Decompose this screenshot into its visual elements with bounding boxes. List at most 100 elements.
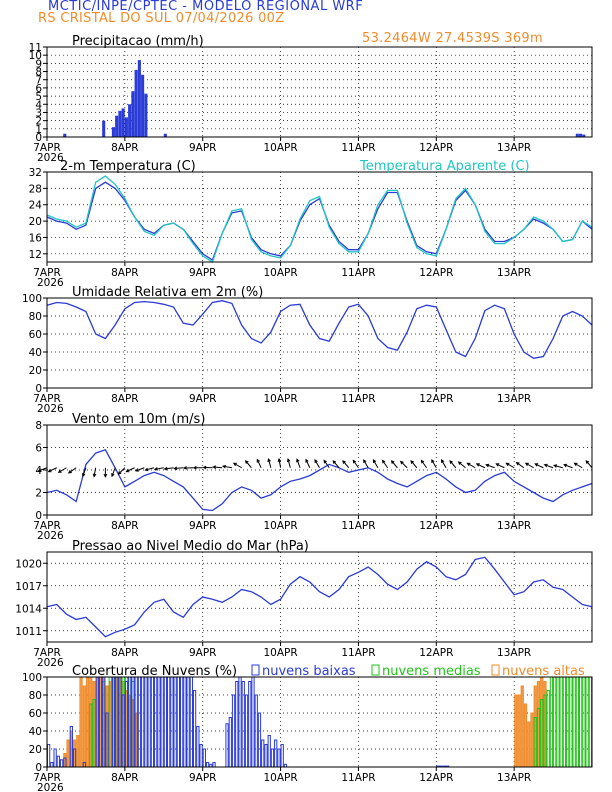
cloud-bar-baixas: [186, 676, 190, 768]
x-year-label: 2026: [37, 403, 64, 415]
precip-bar: [124, 117, 128, 137]
wind-arrow: [496, 463, 505, 469]
y-tick-label: 11: [29, 42, 42, 54]
x-tick-label: 13APR: [497, 647, 531, 659]
wind-arrow: [476, 463, 486, 469]
x-tick-label: 7APR: [33, 142, 61, 154]
wind-arrow-head: [163, 466, 168, 471]
wind-arrow: [486, 464, 495, 469]
x-tick-label: 12APR: [419, 393, 453, 405]
y-tick-label: 60: [29, 329, 42, 341]
x-tick-label: 13APR: [497, 142, 531, 154]
wind-arrow-head: [524, 462, 529, 467]
wind-arrow-head: [585, 460, 590, 464]
precip-bar: [131, 91, 135, 137]
cloud-bar-baixas: [144, 676, 148, 768]
cloud-bar-baixas: [254, 694, 258, 768]
cloud-bar-altas: [520, 685, 524, 768]
x-tick-label: 10APR: [263, 520, 297, 532]
y-tick-label: 0: [35, 383, 42, 395]
cloud-bar-medias: [556, 676, 560, 768]
wind-arrow-head: [202, 465, 207, 470]
wind-arrow-head: [372, 459, 377, 464]
precip-bar: [134, 69, 138, 137]
wind-arrow: [314, 459, 320, 469]
precip-bar: [118, 110, 122, 137]
precip-bar: [63, 133, 67, 137]
x-tick-label: 11APR: [341, 772, 375, 784]
x-tick-label: 7APR: [33, 520, 61, 532]
wind-arrow-head: [57, 469, 62, 473]
wind-arrow: [296, 459, 301, 468]
x-year-label: 2026: [37, 530, 64, 542]
y-tick-label: 0: [35, 510, 42, 522]
wind-arrow-head: [399, 460, 404, 465]
cloud-bar-baixas: [270, 748, 275, 768]
wind-arrow: [305, 459, 311, 468]
cloud-bar-baixas: [212, 762, 216, 768]
legend-label: nuvens baixas: [262, 664, 356, 679]
wind-arrow: [93, 467, 97, 477]
y-tick-label: 1: [35, 124, 42, 136]
wind-arrow: [342, 460, 350, 469]
cloud-bar-baixas: [189, 676, 193, 768]
wind-arrow: [164, 467, 174, 470]
wind-arrow-head: [153, 467, 158, 471]
y-tick-label: 40: [29, 726, 42, 738]
cloud-bar-baixas: [157, 676, 161, 768]
cloud-bar-baixas: [56, 755, 60, 768]
wind-arrow: [82, 467, 87, 477]
y-tick-label: 9: [35, 58, 42, 70]
y-tick-label: 80: [29, 690, 42, 702]
y-tick-label: 10: [29, 50, 42, 62]
y-tick-label: 1020: [15, 558, 42, 570]
panel-5: 0 20 40 60 80 100 7APR 8APR 9APR 10APR 11APR 12APR 1…: [22, 664, 593, 792]
wind-arrow: [525, 462, 534, 469]
cloud-bar-altas: [76, 735, 80, 768]
legend-label: nuvens medias: [382, 664, 481, 679]
panel-frame: [46, 297, 593, 389]
x-year-label: 2026: [37, 782, 64, 792]
wind-arrow: [245, 460, 252, 469]
legend-swatch: [371, 664, 380, 676]
cloud-bar-altas: [530, 712, 534, 768]
panel-title: Precipitacao (mm/h): [72, 34, 204, 49]
cloud-bar-baixas: [50, 762, 54, 768]
x-tick-label: 11APR: [341, 520, 375, 532]
wind-arrow-head: [323, 459, 327, 464]
wind-arrow: [287, 458, 291, 468]
cloud-bar-baixas: [180, 676, 184, 768]
panel-frame: [46, 551, 593, 643]
legend-swatch: [251, 664, 260, 676]
wind-arrow-head: [117, 471, 122, 475]
wind-arrow: [48, 467, 57, 473]
cloud-bar-baixas: [199, 744, 203, 768]
cloud-bar-baixas: [154, 676, 158, 768]
y-tick-label: 7: [35, 75, 42, 87]
wind-arrow: [38, 467, 48, 472]
panel-4: 1011 1014 1017 1020 7APR 8APR 9APR 10APR 11APR 12…: [15, 539, 593, 669]
cloud-bar-medias: [588, 676, 593, 768]
wind-arrow-head: [381, 459, 386, 464]
x-tick-label: 12APR: [419, 772, 453, 784]
wind-arrow: [118, 467, 126, 475]
wind-arrow-head: [543, 463, 548, 468]
wind-arrow-head: [111, 473, 115, 478]
cloud-bar-medias: [582, 676, 586, 768]
precip-bar: [102, 120, 106, 137]
y-tick-label: 4: [35, 99, 42, 111]
series-line-0: [46, 300, 593, 359]
wind-arrow: [278, 458, 282, 468]
x-tick-label: 13APR: [497, 520, 531, 532]
cloud-bar-baixas: [241, 681, 245, 768]
wind-arrow-head: [182, 466, 187, 470]
wind-arrow-head: [495, 463, 500, 467]
wind-arrow: [126, 467, 135, 473]
wind-arrow: [585, 460, 593, 469]
wind-arrow-head: [332, 460, 337, 464]
legend-swatch: [491, 664, 500, 676]
y-tick-label: 8: [35, 67, 42, 79]
cloud-bar-medias: [569, 676, 573, 768]
wind-arrow: [441, 459, 447, 469]
